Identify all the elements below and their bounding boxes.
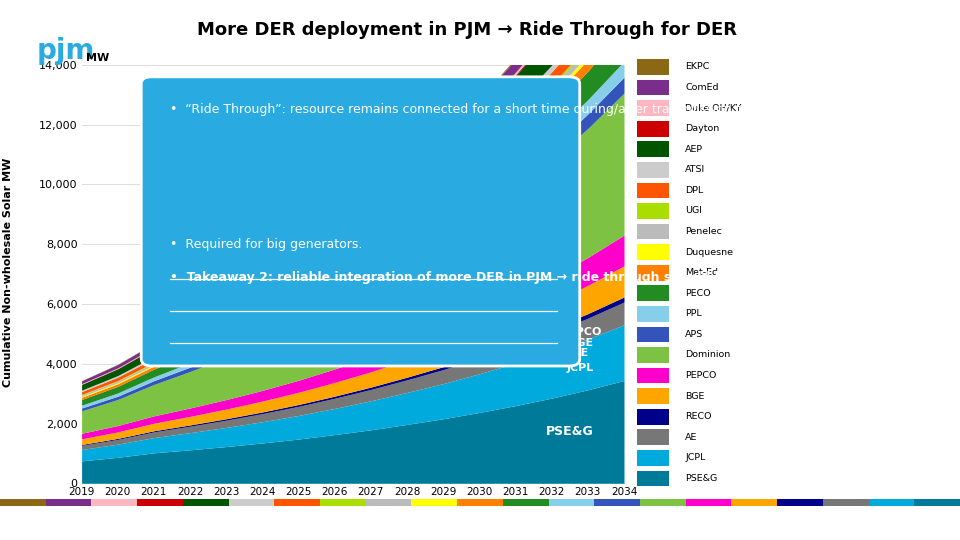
Bar bbox=[636, 347, 669, 363]
Text: pjm: pjm bbox=[36, 37, 95, 65]
Text: www.pjm.com: www.pjm.com bbox=[17, 517, 90, 527]
Text: PSE&G: PSE&G bbox=[685, 474, 717, 483]
Text: MW: MW bbox=[86, 53, 109, 63]
Text: •  Required for big generators.: • Required for big generators. bbox=[171, 238, 363, 251]
Bar bbox=[640, 499, 685, 506]
Text: BGE: BGE bbox=[568, 339, 593, 348]
Bar bbox=[685, 499, 732, 506]
Bar bbox=[636, 368, 669, 383]
Bar bbox=[366, 499, 412, 506]
Text: •  “Ride Through”: resource remains connected for a short time during/after tran: • “Ride Through”: resource remains conne… bbox=[171, 103, 769, 116]
Bar bbox=[636, 429, 669, 445]
Text: UGI: UGI bbox=[685, 206, 702, 215]
Bar bbox=[732, 499, 778, 506]
Bar bbox=[636, 306, 669, 322]
Text: Dayton: Dayton bbox=[685, 124, 719, 133]
Bar bbox=[636, 265, 669, 280]
Bar bbox=[636, 450, 669, 465]
Text: Dominion: Dominion bbox=[500, 276, 566, 289]
Text: AE: AE bbox=[685, 433, 697, 442]
Text: AE: AE bbox=[572, 348, 588, 358]
Text: AEP: AEP bbox=[685, 145, 703, 154]
Text: ComEd: ComEd bbox=[685, 83, 718, 92]
Bar bbox=[636, 388, 669, 404]
Bar bbox=[636, 203, 669, 219]
Bar bbox=[636, 327, 669, 342]
Bar bbox=[503, 499, 548, 506]
Bar bbox=[636, 224, 669, 239]
Text: Duquesne: Duquesne bbox=[685, 248, 733, 256]
Bar bbox=[548, 499, 594, 506]
FancyBboxPatch shape bbox=[141, 77, 580, 366]
Bar bbox=[636, 244, 669, 260]
Bar bbox=[636, 141, 669, 157]
Bar bbox=[636, 286, 669, 301]
Text: JCPL: JCPL bbox=[685, 454, 706, 462]
Text: PEPCO: PEPCO bbox=[685, 371, 716, 380]
Text: 5: 5 bbox=[476, 515, 484, 529]
Bar bbox=[320, 499, 366, 506]
Text: Met-Ed: Met-Ed bbox=[685, 268, 718, 277]
Text: JCPL: JCPL bbox=[567, 363, 594, 373]
Bar bbox=[636, 162, 669, 178]
Bar bbox=[636, 409, 669, 424]
Text: DPL: DPL bbox=[685, 186, 704, 195]
Text: APS: APS bbox=[685, 330, 704, 339]
Text: AEP: AEP bbox=[473, 160, 500, 173]
Text: PPL: PPL bbox=[685, 309, 702, 319]
Bar bbox=[182, 499, 228, 506]
Text: More DER deployment in PJM → Ride Through for DER: More DER deployment in PJM → Ride Throug… bbox=[197, 21, 737, 39]
Bar bbox=[869, 499, 914, 506]
Bar bbox=[636, 59, 669, 75]
Text: PJM ©2019: PJM ©2019 bbox=[885, 517, 943, 527]
Text: RECO: RECO bbox=[685, 412, 711, 421]
Bar bbox=[823, 499, 869, 506]
Bar bbox=[636, 100, 669, 116]
Text: •  Takeaway 2: reliable integration of more DER in PJM → ride through should be : • Takeaway 2: reliable integration of mo… bbox=[171, 271, 891, 284]
Text: Duke OH/KY: Duke OH/KY bbox=[685, 104, 741, 113]
Text: ATSI: ATSI bbox=[685, 165, 706, 174]
Bar bbox=[636, 183, 669, 198]
Text: PSE&G: PSE&G bbox=[546, 426, 593, 438]
Bar bbox=[457, 499, 503, 506]
Text: PEPCO: PEPCO bbox=[560, 327, 601, 338]
Bar bbox=[275, 499, 320, 506]
Text: BGE: BGE bbox=[685, 392, 705, 401]
Text: PECO: PECO bbox=[685, 289, 710, 298]
Bar bbox=[137, 499, 182, 506]
Text: Dominion: Dominion bbox=[685, 350, 731, 360]
Bar bbox=[412, 499, 457, 506]
Text: Penelec: Penelec bbox=[685, 227, 722, 236]
Bar bbox=[914, 499, 960, 506]
Text: Cumulative Non-wholesale Solar MW: Cumulative Non-wholesale Solar MW bbox=[3, 158, 12, 387]
Bar bbox=[636, 80, 669, 96]
Text: EKPC: EKPC bbox=[685, 63, 709, 71]
Bar bbox=[91, 499, 137, 506]
Bar bbox=[636, 121, 669, 137]
Bar bbox=[778, 499, 823, 506]
Bar bbox=[594, 499, 640, 506]
Bar bbox=[228, 499, 275, 506]
Bar bbox=[0, 499, 46, 506]
Bar bbox=[636, 470, 669, 486]
Bar bbox=[46, 499, 91, 506]
